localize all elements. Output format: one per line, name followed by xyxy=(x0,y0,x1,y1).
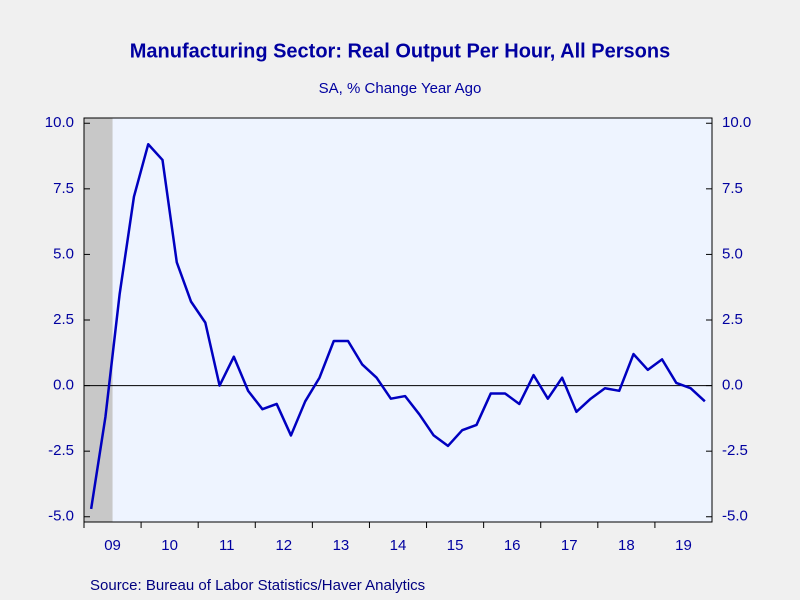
x-tick-label: 14 xyxy=(390,537,407,554)
x-tick-label: 10 xyxy=(161,537,178,554)
y-tick-label: 5.0 xyxy=(53,245,74,262)
x-tick-label: 09 xyxy=(104,537,121,554)
y2-tick-label: 5.0 xyxy=(722,245,743,262)
x-tick-label: 13 xyxy=(333,537,350,554)
source-note: Source: Bureau of Labor Statistics/Haver… xyxy=(90,577,425,594)
y-tick-label: 2.5 xyxy=(53,311,74,328)
y2-tick-label: 0.0 xyxy=(722,377,743,394)
y2-tick-label: 2.5 xyxy=(722,311,743,328)
data-line xyxy=(89,142,706,510)
x-tick-label: 19 xyxy=(675,537,692,554)
y2-tick-label: -5.0 xyxy=(722,508,748,525)
x-tick-label: 17 xyxy=(561,537,578,554)
y2-tick-label: 7.5 xyxy=(722,180,743,197)
x-tick-label: 12 xyxy=(275,537,292,554)
y-tick-label: 7.5 xyxy=(53,180,74,197)
x-tick-label: 15 xyxy=(447,537,464,554)
x-tick-label: 11 xyxy=(219,537,235,554)
chart-title: Manufacturing Sector: Real Output Per Ho… xyxy=(130,40,670,62)
y-tick-label: -2.5 xyxy=(48,442,74,459)
y-tick-label: 10.0 xyxy=(45,114,74,131)
y-tick-label: 0.0 xyxy=(53,377,74,394)
x-tick-label: 18 xyxy=(618,537,635,554)
x-tick-label: 16 xyxy=(504,537,521,554)
y-tick-label: -5.0 xyxy=(48,508,74,525)
y2-tick-label: -2.5 xyxy=(722,442,748,459)
chart-subtitle: SA, % Change Year Ago xyxy=(319,80,482,97)
y2-tick-label: 10.0 xyxy=(722,114,751,131)
plot-area xyxy=(84,118,712,522)
